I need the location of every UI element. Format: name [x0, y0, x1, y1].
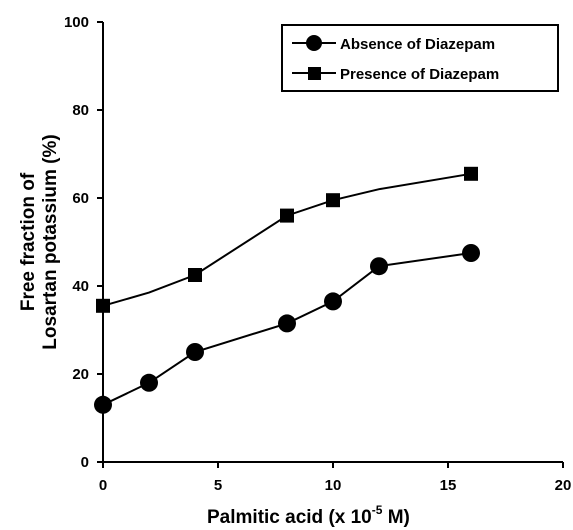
data-point-absence — [94, 395, 112, 414]
legend: Absence of Diazepam Presence of Diazepam — [281, 24, 559, 92]
data-point-presence — [326, 193, 340, 208]
data-point-presence — [280, 208, 294, 223]
x-axis-title-unit: M) — [382, 507, 409, 528]
data-point-presence — [96, 298, 110, 313]
x-tick-label: 20 — [555, 477, 572, 494]
data-point-absence — [462, 244, 480, 262]
y-axis-title-line2: Losartan potassium (%) — [40, 134, 61, 349]
legend-marker-presence — [308, 67, 321, 80]
data-point-presence — [464, 166, 478, 181]
legend-label-presence: Presence of Diazepam — [340, 66, 499, 83]
series-layer — [94, 166, 480, 414]
y-axis-title: Free fraction of Losartan potassium (%) — [18, 134, 61, 349]
data-point-absence — [370, 257, 388, 276]
x-axis-title-main: Palmitic acid (x 10 — [207, 507, 372, 528]
x-tick-label: 0 — [99, 477, 107, 494]
data-point-absence — [324, 292, 342, 311]
data-point-absence — [278, 314, 296, 333]
y-tick-label: 0 — [81, 454, 89, 471]
y-tick-label: 20 — [72, 366, 89, 383]
y-tick-label: 60 — [72, 190, 89, 207]
legend-box — [281, 24, 559, 92]
y-tick-label: 80 — [72, 102, 89, 119]
legend-label-absence: Absence of Diazepam — [340, 36, 495, 53]
y-tick-label: 40 — [72, 278, 89, 295]
data-point-absence — [140, 373, 158, 392]
x-tick-label: 5 — [214, 477, 222, 494]
data-point-absence — [186, 343, 204, 361]
x-tick-label: 15 — [440, 477, 457, 494]
x-axis-title-exponent: -5 — [372, 503, 383, 517]
x-axis-title: Palmitic acid (x 10-5 M) — [207, 503, 410, 528]
x-tick-label: 10 — [325, 477, 342, 494]
y-tick-label: 100 — [64, 14, 89, 31]
y-ticks: 0 20 40 60 80 100 — [64, 14, 103, 471]
data-point-presence — [188, 268, 202, 282]
legend-marker-absence — [306, 35, 322, 51]
series-line-1 — [102, 172, 472, 307]
y-axis-title-line1: Free fraction of — [18, 172, 39, 311]
x-ticks: 0 5 10 15 20 — [99, 462, 572, 494]
